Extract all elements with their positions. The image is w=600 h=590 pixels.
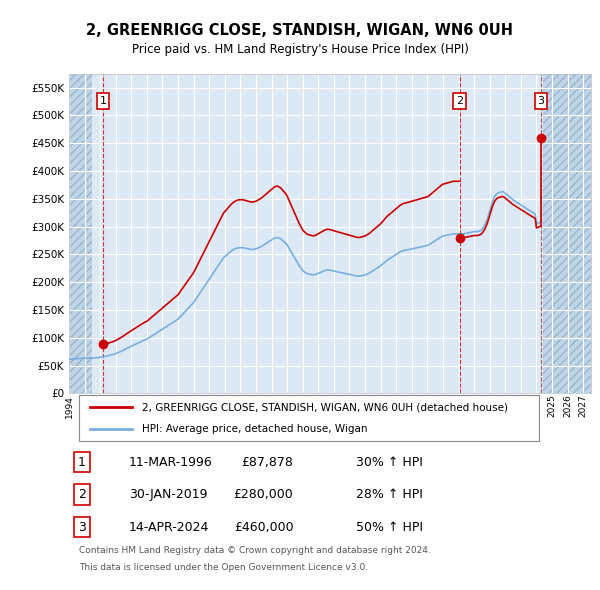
Text: 2: 2 — [78, 488, 86, 501]
Text: Contains HM Land Registry data © Crown copyright and database right 2024.: Contains HM Land Registry data © Crown c… — [79, 546, 431, 555]
Bar — [69, 74, 92, 394]
Text: £87,878: £87,878 — [242, 455, 293, 468]
Text: £460,000: £460,000 — [234, 520, 293, 533]
Text: Price paid vs. HM Land Registry's House Price Index (HPI): Price paid vs. HM Land Registry's House … — [131, 43, 469, 56]
Text: 2: 2 — [456, 96, 463, 106]
Text: 1: 1 — [100, 96, 107, 106]
Bar — [542, 74, 591, 394]
Text: 50% ↑ HPI: 50% ↑ HPI — [356, 520, 423, 533]
Text: 30-JAN-2019: 30-JAN-2019 — [129, 488, 208, 501]
Text: 30% ↑ HPI: 30% ↑ HPI — [356, 455, 423, 468]
Text: 28% ↑ HPI: 28% ↑ HPI — [356, 488, 423, 501]
Text: HPI: Average price, detached house, Wigan: HPI: Average price, detached house, Wiga… — [142, 424, 368, 434]
Text: 3: 3 — [538, 96, 544, 106]
Bar — [542, 74, 591, 394]
Text: 1: 1 — [78, 455, 86, 468]
FancyBboxPatch shape — [79, 395, 539, 441]
Bar — [69, 74, 92, 394]
Text: This data is licensed under the Open Government Licence v3.0.: This data is licensed under the Open Gov… — [79, 563, 368, 572]
Text: 2, GREENRIGG CLOSE, STANDISH, WIGAN, WN6 0UH (detached house): 2, GREENRIGG CLOSE, STANDISH, WIGAN, WN6… — [142, 402, 508, 412]
Text: £280,000: £280,000 — [234, 488, 293, 501]
Text: 3: 3 — [78, 520, 86, 533]
Text: 14-APR-2024: 14-APR-2024 — [129, 520, 209, 533]
Text: 2, GREENRIGG CLOSE, STANDISH, WIGAN, WN6 0UH: 2, GREENRIGG CLOSE, STANDISH, WIGAN, WN6… — [86, 24, 514, 38]
Text: 11-MAR-1996: 11-MAR-1996 — [129, 455, 213, 468]
